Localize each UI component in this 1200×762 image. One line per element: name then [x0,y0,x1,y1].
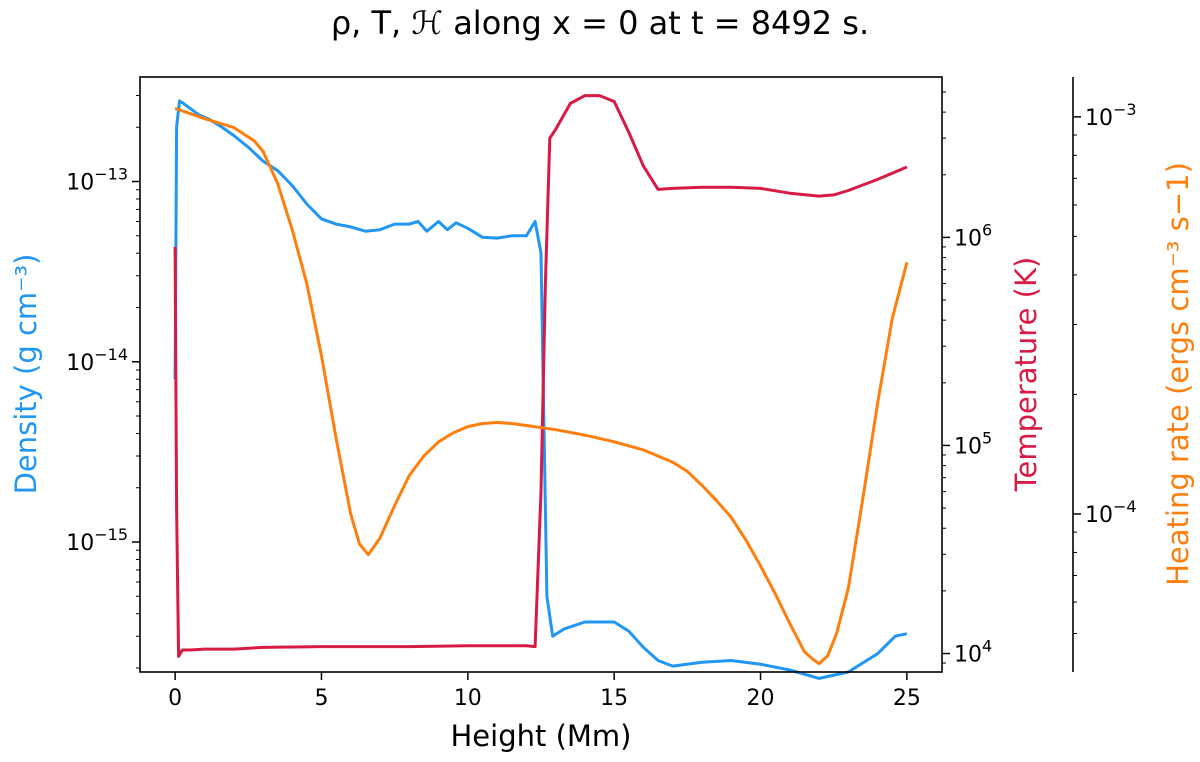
temperature-tick-label: 105 [954,428,992,459]
heating-axis-ticks: 10−3 10−4 [1073,100,1137,635]
x-tick-label: 15 [600,686,628,711]
heating-rate-line [174,106,909,666]
temperature-axis-label: Temperature (K) [1009,257,1043,493]
temperature-tick-label: 104 [954,637,992,668]
heating-tick-label: 10−4 [1085,497,1137,528]
density-tick-label: 10−15 [66,525,128,556]
density-line [173,99,908,680]
x-tick-label: 25 [893,686,921,711]
density-axis-label: Density (g cm⁻³) [9,254,43,495]
density-axis-ticks: 10−13 10−14 10−15 [66,95,140,669]
plot-lines [173,94,909,680]
x-axis-ticks: 0 5 10 15 20 25 [168,672,921,711]
x-tick-label: 20 [747,686,775,711]
x-tick-label: 5 [314,686,328,711]
x-axis-label: Height (Mm) [451,719,632,753]
density-tick-label: 10−14 [66,345,128,376]
heating-tick-label: 10−3 [1085,100,1137,131]
x-tick-label: 0 [168,686,182,711]
temperature-tick-label: 106 [954,220,992,251]
temperature-line [173,94,908,658]
x-tick-label: 10 [454,686,482,711]
plot-frame [139,76,943,673]
chart-title: ρ, T, ℋ along x = 0 at t = 8492 s. [331,4,869,42]
density-tick-label: 10−13 [66,165,128,196]
heating-axis-label: Heating rate (ergs cm⁻³ s−1) [1161,162,1195,586]
temperature-axis-ticks: 106 105 104 [942,91,992,668]
